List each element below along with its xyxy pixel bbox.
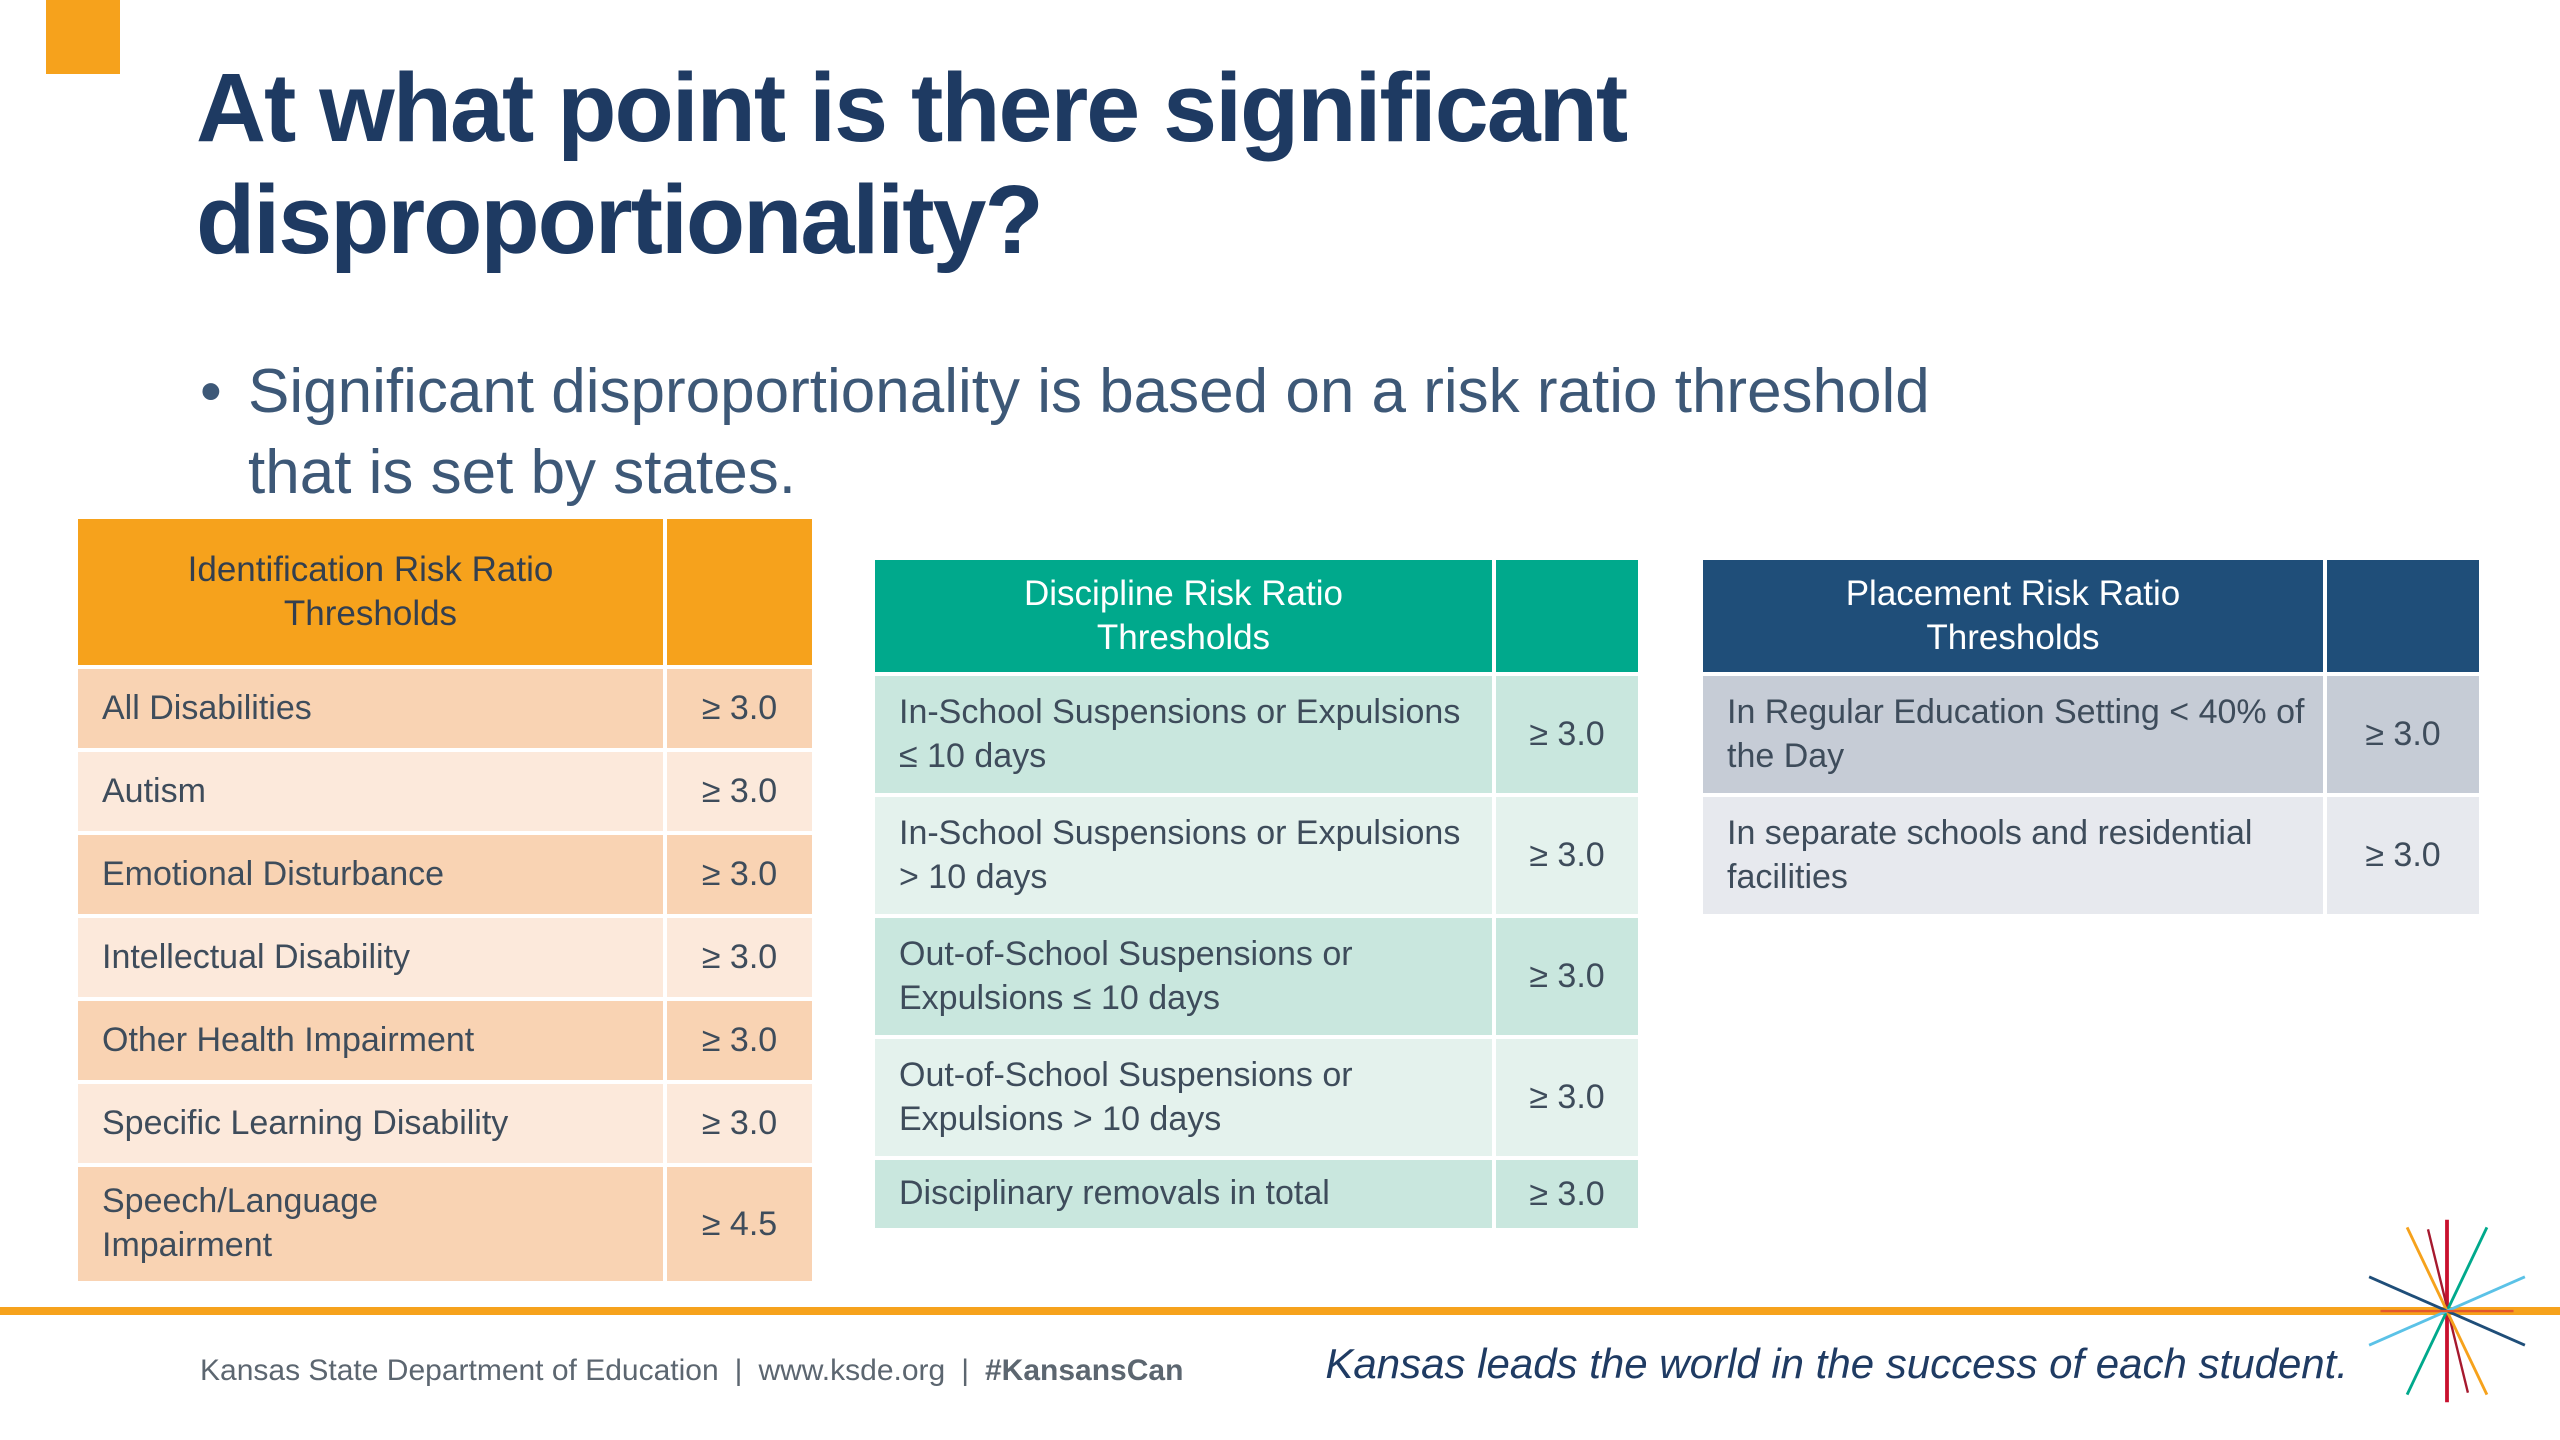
table-row: Out-of-School Suspensions or Expulsions … [875, 918, 1638, 1035]
row-value: ≥ 3.0 [701, 855, 778, 893]
table-row: Autism ≥ 3.0 [78, 752, 812, 831]
table-row: In Regular Education Setting < 40% of th… [1703, 676, 2479, 793]
identification-table: Identification Risk Ratio Thresholds All… [78, 519, 812, 1285]
footer-accent-line [0, 1307, 2560, 1315]
footer-hashtag: #KansansCan [985, 1354, 1184, 1387]
row-label: In-School Suspensions or Expulsions > 10… [899, 813, 1461, 896]
table-row: Intellectual Disability ≥ 3.0 [78, 918, 812, 997]
table-row: In separate schools and residential faci… [1703, 797, 2479, 914]
corner-accent-square [46, 0, 120, 74]
identification-table-header: Identification Risk Ratio Thresholds [78, 519, 663, 665]
row-value: ≥ 3.0 [2365, 836, 2441, 874]
table-row: Specific Learning Disability ≥ 3.0 [78, 1084, 812, 1163]
row-label: Out-of-School Suspensions or Expulsions … [899, 1055, 1353, 1138]
placement-table-header: Placement Risk Ratio Thresholds [1703, 560, 2323, 672]
footer-tagline: Kansas leads the world in the success of… [1325, 1340, 2348, 1387]
discipline-table-header: Discipline Risk Ratio Thresholds [875, 560, 1492, 672]
bullet-text: Significant disproportionality is based … [248, 352, 1930, 513]
table-row: In-School Suspensions or Expulsions > 10… [875, 797, 1638, 914]
table-row: Out-of-School Suspensions or Expulsions … [875, 1039, 1638, 1156]
bullet-marker: • [200, 357, 222, 426]
table-row: Disciplinary removals in total ≥ 3.0 [875, 1160, 1638, 1228]
placement-table: Placement Risk Ratio Thresholds In Regul… [1703, 560, 2479, 918]
row-value: ≥ 3.0 [701, 1104, 778, 1142]
row-label: Emotional Disturbance [102, 854, 445, 893]
row-value: ≥ 3.0 [2365, 715, 2441, 753]
identification-table-header-label: Identification Risk Ratio Thresholds [187, 550, 554, 633]
row-label: In separate schools and residential faci… [1727, 813, 2253, 896]
bullet-text-line-2: that is set by states. [248, 437, 796, 507]
table-header-row: Identification Risk Ratio Thresholds [78, 519, 812, 665]
row-label: Intellectual Disability [102, 937, 411, 976]
bullet-point: • Significant disproportionality is base… [200, 352, 1930, 513]
row-value: ≥ 3.0 [701, 938, 778, 976]
row-value: ≥ 3.0 [701, 689, 778, 727]
row-value: ≥ 4.5 [701, 1204, 778, 1243]
row-value: ≥ 3.0 [1529, 1078, 1605, 1116]
table-header-row: Placement Risk Ratio Thresholds [1703, 560, 2479, 672]
row-label: Out-of-School Suspensions or Expulsions … [899, 934, 1353, 1017]
discipline-table: Discipline Risk Ratio Thresholds In-Scho… [875, 560, 1638, 1232]
table-row: Emotional Disturbance ≥ 3.0 [78, 835, 812, 914]
table-row: All Disabilities ≥ 3.0 [78, 669, 812, 748]
title-line-1: At what point is there significant [196, 53, 1628, 162]
bullet-text-line-1: Significant disproportionality is based … [248, 357, 1930, 426]
discipline-table-header-value-cell [1496, 560, 1638, 672]
table-header-row: Discipline Risk Ratio Thresholds [875, 560, 1638, 672]
row-label: Autism [102, 771, 206, 810]
row-value: ≥ 3.0 [1529, 836, 1605, 874]
page-title: At what point is there significant dispr… [196, 52, 1628, 275]
table-row: In-School Suspensions or Expulsions ≤ 10… [875, 676, 1638, 793]
row-value: ≥ 3.0 [701, 772, 778, 810]
row-value: ≥ 3.0 [701, 1021, 778, 1059]
row-label: In Regular Education Setting < 40% of th… [1727, 692, 2305, 775]
row-label: In-School Suspensions or Expulsions ≤ 10… [899, 692, 1461, 775]
placement-table-header-label: Placement Risk Ratio Thresholds [1845, 574, 2181, 657]
identification-table-header-value-cell [667, 519, 812, 665]
row-label: Disciplinary removals in total [899, 1174, 1330, 1213]
footer-separator: | [961, 1354, 969, 1387]
row-value: ≥ 3.0 [1529, 715, 1605, 753]
kansans-can-starburst-logo [2368, 1219, 2526, 1403]
title-line-2: disproportionality? [196, 164, 1044, 274]
row-value: ≥ 3.0 [1529, 957, 1605, 995]
footer-org: Kansas State Department of Education [200, 1354, 719, 1387]
footer-url: www.ksde.org [758, 1354, 946, 1387]
table-row: Other Health Impairment ≥ 3.0 [78, 1001, 812, 1080]
row-value: ≥ 3.0 [1529, 1174, 1605, 1213]
footer-credits: Kansas State Department of Education | www… [200, 1354, 1183, 1388]
placement-table-header-value-cell [2327, 560, 2479, 672]
table-row: Speech/Language Impairment ≥ 4.5 [78, 1167, 812, 1281]
row-label: All Disabilities [102, 688, 312, 727]
footer-separator: | [734, 1354, 743, 1387]
discipline-table-header-label: Discipline Risk Ratio Thresholds [1024, 574, 1343, 657]
row-label: Other Health Impairment [102, 1020, 475, 1059]
row-label: Speech/Language Impairment [102, 1182, 379, 1264]
row-label: Specific Learning Disability [102, 1103, 509, 1142]
